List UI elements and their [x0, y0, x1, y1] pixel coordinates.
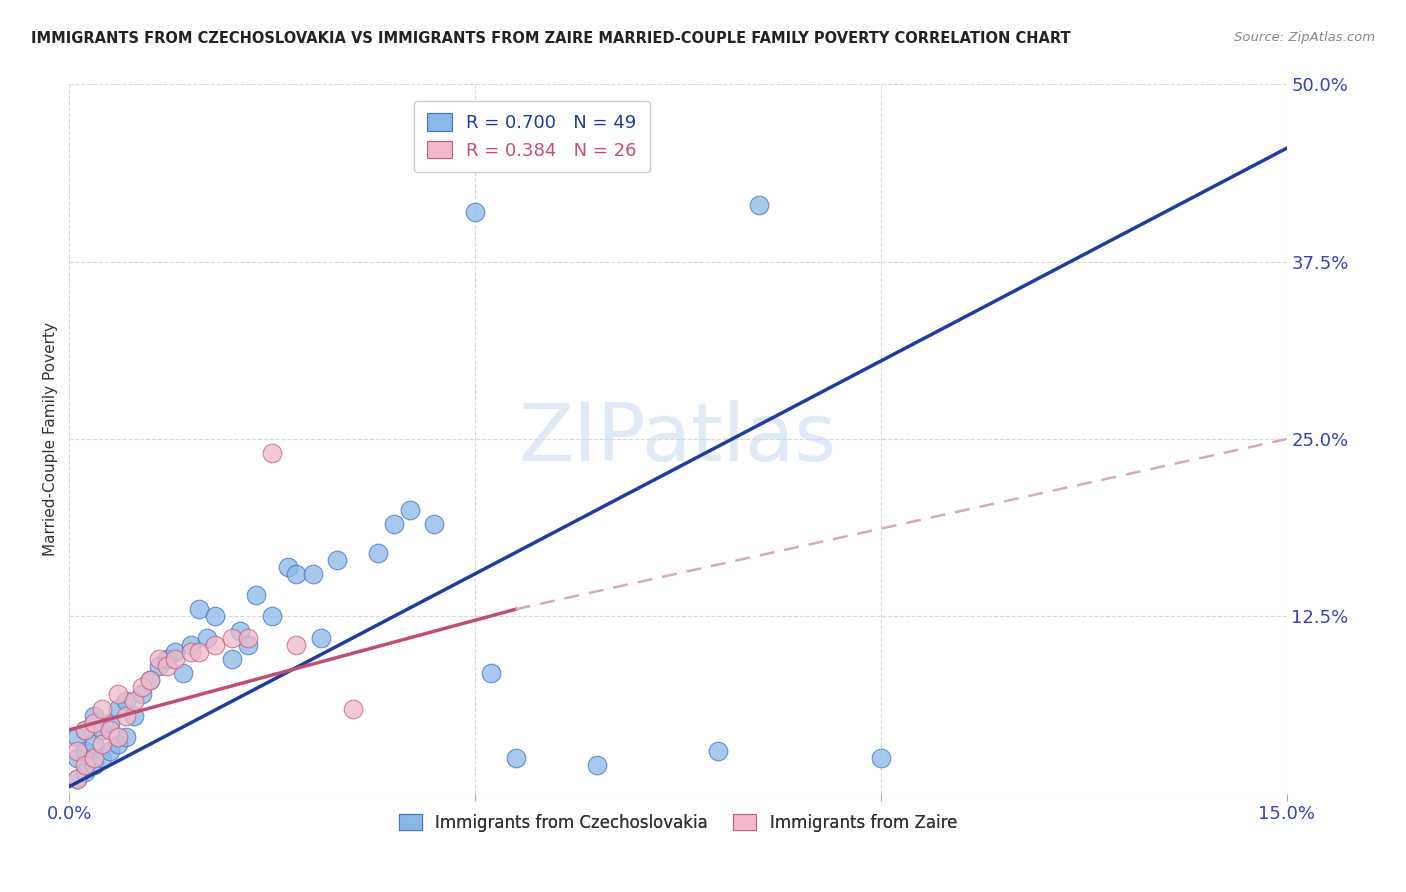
Point: [90, 723, 112, 737]
Point: [367, 545, 389, 559]
Point: [748, 198, 770, 212]
Point: [107, 701, 129, 715]
Point: [83, 715, 105, 730]
Point: [707, 744, 730, 758]
Point: [75, 744, 97, 758]
Point: [66, 730, 89, 744]
Point: [98, 723, 121, 737]
Point: [869, 751, 891, 765]
Point: [342, 701, 364, 715]
Legend: Immigrants from Czechoslovakia, Immigrants from Zaire: Immigrants from Czechoslovakia, Immigran…: [392, 807, 963, 838]
Point: [156, 652, 179, 666]
Y-axis label: Married-Couple Family Poverty: Married-Couple Family Poverty: [44, 322, 58, 556]
Point: [245, 588, 267, 602]
Point: [172, 666, 194, 681]
Text: Source: ZipAtlas.com: Source: ZipAtlas.com: [1234, 31, 1375, 45]
Point: [107, 730, 129, 744]
Point: [262, 446, 284, 460]
Point: [122, 694, 145, 708]
Point: [139, 673, 162, 688]
Point: [107, 687, 129, 701]
Point: [156, 659, 179, 673]
Point: [75, 723, 97, 737]
Point: [262, 609, 284, 624]
Point: [66, 772, 89, 787]
Point: [107, 737, 129, 751]
Point: [236, 631, 259, 645]
Point: [148, 659, 170, 673]
Point: [66, 751, 89, 765]
Point: [204, 609, 226, 624]
Point: [139, 673, 162, 688]
Point: [479, 666, 502, 681]
Point: [115, 730, 138, 744]
Point: [75, 758, 97, 772]
Text: IMMIGRANTS FROM CZECHOSLOVAKIA VS IMMIGRANTS FROM ZAIRE MARRIED-COUPLE FAMILY PO: IMMIGRANTS FROM CZECHOSLOVAKIA VS IMMIGR…: [31, 31, 1070, 46]
Point: [163, 652, 186, 666]
Point: [221, 631, 243, 645]
Point: [90, 701, 112, 715]
Point: [115, 708, 138, 723]
Point: [301, 566, 323, 581]
Point: [221, 652, 243, 666]
Point: [309, 631, 332, 645]
Point: [505, 751, 527, 765]
Point: [180, 638, 202, 652]
Point: [75, 723, 97, 737]
Point: [464, 205, 486, 219]
Point: [326, 552, 349, 566]
Point: [285, 566, 308, 581]
Point: [163, 645, 186, 659]
Point: [90, 751, 112, 765]
Point: [98, 715, 121, 730]
Point: [66, 772, 89, 787]
Point: [75, 765, 97, 780]
Point: [285, 638, 308, 652]
Point: [66, 744, 89, 758]
Point: [423, 517, 446, 532]
Point: [98, 744, 121, 758]
Point: [131, 687, 153, 701]
Point: [228, 624, 250, 638]
Point: [180, 645, 202, 659]
Point: [83, 751, 105, 765]
Point: [188, 602, 211, 616]
Point: [195, 631, 218, 645]
Point: [83, 737, 105, 751]
Point: [131, 681, 153, 695]
Point: [122, 708, 145, 723]
Point: [382, 517, 405, 532]
Point: [188, 645, 211, 659]
Point: [83, 758, 105, 772]
Point: [236, 638, 259, 652]
Point: [90, 737, 112, 751]
Point: [204, 638, 226, 652]
Point: [148, 652, 170, 666]
Point: [585, 758, 607, 772]
Point: [83, 708, 105, 723]
Point: [399, 503, 422, 517]
Point: [115, 694, 138, 708]
Text: ZIPatlas: ZIPatlas: [519, 400, 837, 478]
Point: [277, 559, 299, 574]
